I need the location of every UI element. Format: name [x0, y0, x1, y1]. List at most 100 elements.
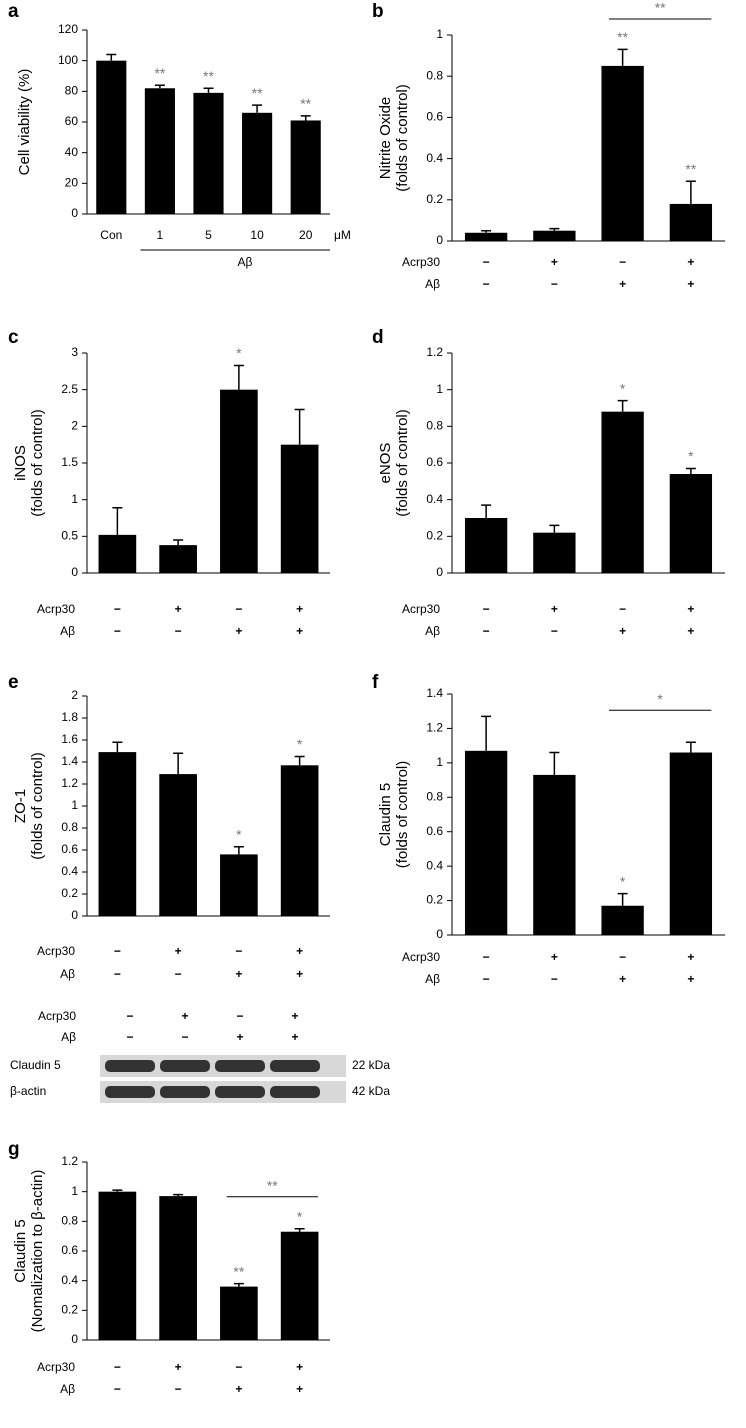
- row-label: Acrp30: [37, 1360, 75, 1374]
- significance-mark: *: [236, 826, 242, 842]
- y-tick-label: 0: [71, 206, 78, 220]
- y-tick-label: 0.2: [61, 886, 78, 900]
- error-bar: [549, 227, 560, 231]
- panel-letter: c: [8, 327, 19, 348]
- row-sign: −: [483, 950, 490, 964]
- bar: [464, 518, 508, 573]
- y-tick-label: 100: [58, 53, 78, 67]
- row-label: Acrp30: [402, 255, 440, 269]
- blot-row-sign: +: [291, 1030, 298, 1044]
- bar: [159, 1196, 197, 1340]
- row-sign: −: [483, 602, 490, 616]
- error-bar: [252, 104, 263, 113]
- row-label: Aβ: [60, 624, 75, 638]
- row-sign: −: [619, 602, 626, 616]
- row-sign: +: [619, 277, 626, 291]
- error-bar: [549, 524, 560, 533]
- row-label: Acrp30: [37, 944, 75, 958]
- row-sign: +: [175, 944, 182, 958]
- y-tick-label: 0: [436, 565, 443, 579]
- error-bar: [294, 1228, 305, 1232]
- significance-mark: **: [617, 29, 628, 45]
- blot-band-size: 42 kDa: [352, 1084, 390, 1098]
- y-tick-label: 0.8: [426, 789, 443, 803]
- row-label: Acrp30: [402, 950, 440, 964]
- row-sign: −: [114, 602, 121, 616]
- y-tick-label: 1: [71, 492, 78, 506]
- significance-mark: *: [620, 873, 626, 889]
- row-label: Acrp30: [37, 602, 75, 616]
- error-bar: [112, 1189, 123, 1192]
- row-sign: −: [235, 944, 242, 958]
- y-tick-label: 0.8: [426, 419, 443, 433]
- y-tick-label: 0.6: [426, 110, 443, 124]
- bar: [533, 774, 576, 935]
- row-sign: −: [483, 277, 490, 291]
- y-tick-label: 0: [71, 908, 78, 922]
- blot-row-sign: +: [181, 1009, 188, 1023]
- error-bar: [685, 180, 696, 204]
- y-tick-label: 1: [71, 798, 78, 812]
- x-tick-label: Con: [100, 228, 122, 242]
- y-tick-label: 0.4: [426, 492, 443, 506]
- blot-row-sign: +: [236, 1030, 243, 1044]
- bar: [533, 230, 576, 241]
- row-sign: −: [175, 1382, 182, 1396]
- bracket-label: **: [655, 0, 666, 16]
- y-tick-label: 1: [71, 1184, 78, 1198]
- row-sign: −: [551, 277, 558, 291]
- y-axis-label: Claudin 5: [12, 1219, 29, 1282]
- error-bar: [617, 892, 628, 906]
- panel-letter: f: [372, 672, 379, 693]
- row-sign: −: [175, 624, 182, 638]
- panel-letter: d: [372, 327, 384, 348]
- y-axis-label: (folds of control): [394, 761, 411, 869]
- bar: [98, 752, 137, 916]
- row-sign: −: [114, 1360, 121, 1374]
- row-sign: −: [483, 972, 490, 986]
- error-bar: [481, 229, 492, 233]
- y-tick-label: 0.8: [426, 68, 443, 82]
- y-axis-label: (Nomalization to β-actin): [29, 1170, 46, 1333]
- x-tick-label: 20: [299, 228, 313, 242]
- row-sign: +: [296, 944, 303, 958]
- y-axis-label: Cell viability (%): [16, 69, 33, 176]
- significance-mark: *: [236, 345, 242, 361]
- panel-letter: b: [372, 1, 384, 22]
- error-bar: [617, 399, 628, 412]
- row-label: Aβ: [60, 1382, 75, 1396]
- y-tick-label: 0.4: [426, 151, 443, 165]
- bar: [280, 1231, 319, 1340]
- bar: [96, 60, 127, 214]
- y-tick-label: 0.5: [61, 529, 78, 543]
- blot-band: [105, 1086, 155, 1098]
- bar: [159, 545, 197, 573]
- row-sign: +: [551, 602, 558, 616]
- row-sign: −: [483, 624, 490, 638]
- row-sign: +: [235, 1382, 242, 1396]
- x-unit: μM: [334, 228, 351, 242]
- x-tick-label: 10: [250, 228, 264, 242]
- y-tick-label: 0.6: [426, 455, 443, 469]
- y-tick-label: 1: [436, 382, 443, 396]
- x-tick-label: 5: [205, 228, 212, 242]
- y-tick-label: 1.2: [426, 345, 443, 359]
- y-axis-label: ZO-1: [12, 789, 29, 823]
- blot-row-label: Acrp30: [38, 1009, 76, 1023]
- significance-mark: **: [300, 96, 311, 112]
- row-sign: −: [619, 950, 626, 964]
- y-tick-label: 60: [65, 114, 79, 128]
- row-sign: −: [114, 624, 121, 638]
- y-tick-label: 0.4: [61, 864, 78, 878]
- row-sign: +: [619, 972, 626, 986]
- row-label: Aβ: [425, 972, 440, 986]
- bar: [98, 1191, 137, 1340]
- error-bar: [294, 408, 305, 445]
- y-tick-label: 0: [436, 927, 443, 941]
- significance-mark: **: [154, 65, 165, 81]
- row-sign: +: [687, 972, 694, 986]
- row-sign: +: [175, 1360, 182, 1374]
- blot-band: [215, 1060, 265, 1072]
- error-bar: [300, 115, 311, 121]
